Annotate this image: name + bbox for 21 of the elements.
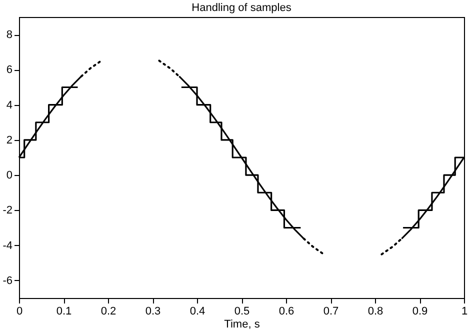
x-tick-label: 0.8 bbox=[368, 306, 384, 318]
x-tick-label: 0.9 bbox=[412, 306, 428, 318]
y-tick-label: 0 bbox=[6, 170, 12, 182]
y-tick-label: 6 bbox=[6, 64, 12, 76]
x-tick-label: 0.3 bbox=[145, 306, 161, 318]
x-tick-label: 1 bbox=[461, 306, 468, 318]
x-axis-title: Time, s bbox=[224, 318, 260, 330]
y-tick-label: -2 bbox=[2, 204, 12, 217]
y-tick-label: 2 bbox=[6, 134, 12, 146]
y-tick-label: -4 bbox=[2, 240, 12, 252]
y-tick-label: 4 bbox=[6, 99, 12, 112]
x-tick-label: 0.4 bbox=[190, 306, 206, 318]
x-tick-label: 0.1 bbox=[56, 306, 72, 318]
y-tick-label: 8 bbox=[6, 29, 12, 42]
chart-title: Handling of samples bbox=[192, 2, 292, 14]
x-tick-label: 0.2 bbox=[100, 306, 116, 318]
x-tick-label: 0.5 bbox=[234, 306, 250, 318]
x-tick-label: 0.7 bbox=[323, 306, 339, 318]
x-tick-label: 0 bbox=[16, 306, 23, 318]
y-tick-label: -6 bbox=[2, 274, 12, 287]
x-tick-label: 0.6 bbox=[278, 306, 294, 318]
